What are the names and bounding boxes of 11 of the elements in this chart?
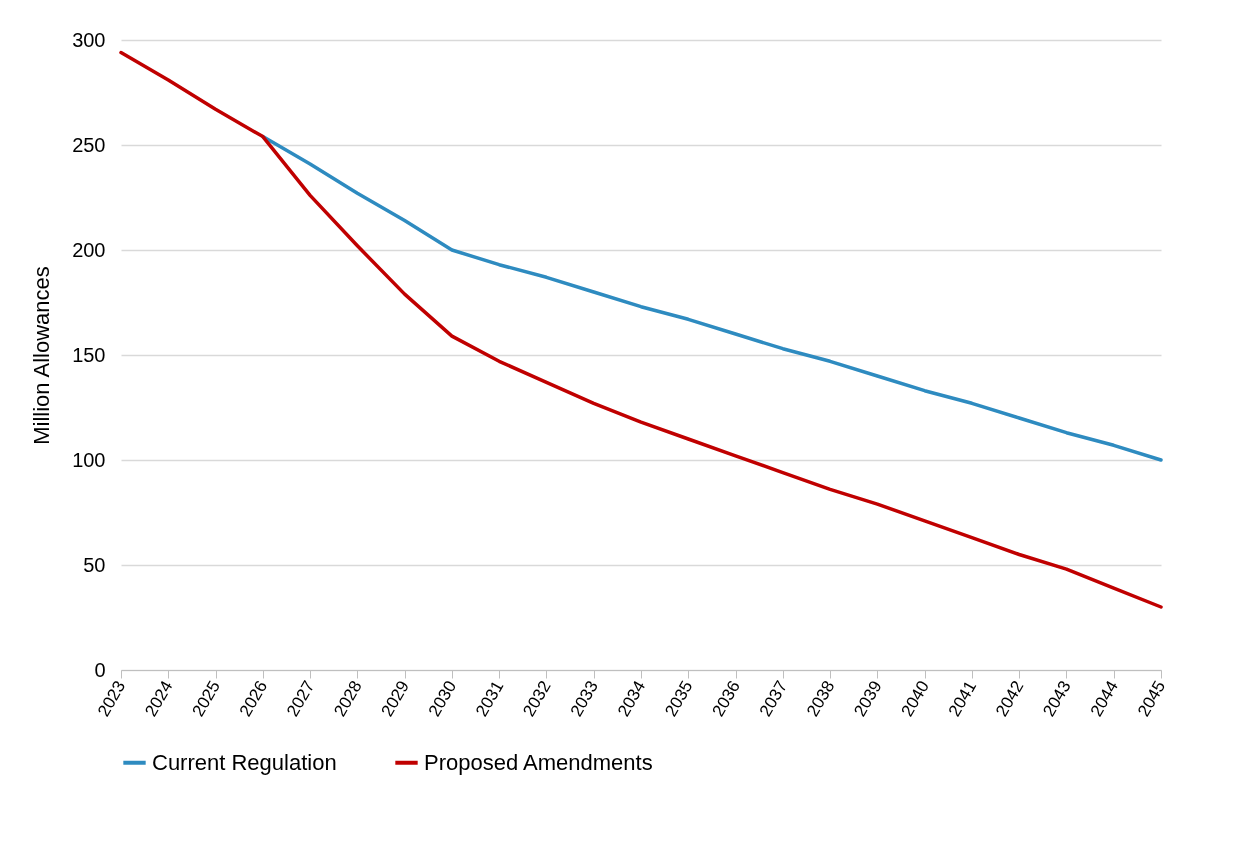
legend-label: Proposed Amendments [424,749,653,775]
line-series [119,50,1163,609]
y-tick-label: 250 [72,133,106,156]
y-tick-label: 200 [72,238,106,261]
y-tick-label: 50 [83,553,106,576]
y-tick-label: 100 [72,448,106,471]
y-tick-label: 150 [72,343,106,366]
legend-label: Current Regulation [152,749,337,775]
y-tick-label: 300 [72,28,106,51]
y-tick-label: 0 [94,658,106,681]
y-axis-title: Million Allowances [29,266,55,445]
